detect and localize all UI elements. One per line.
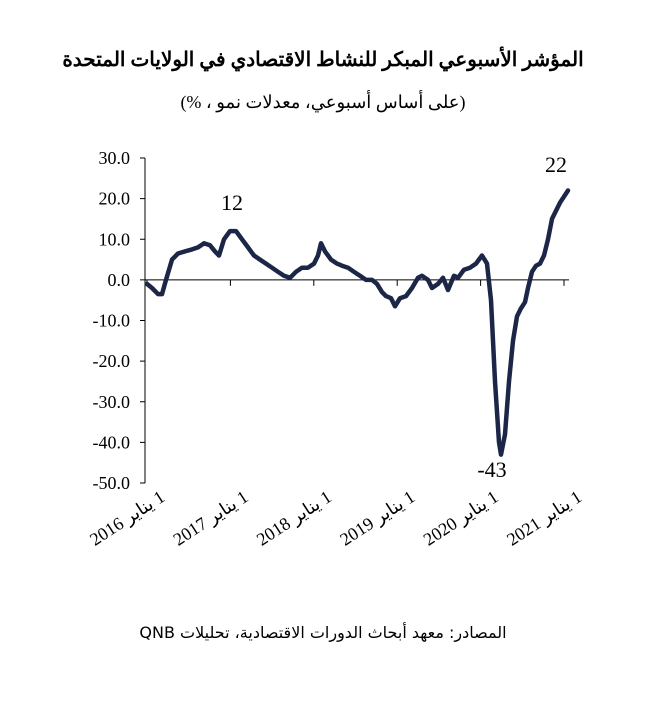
y-tick-label: 20.0 (99, 189, 131, 209)
x-tick-label: 1 يناير 2019 (336, 487, 419, 551)
y-tick-label: -50.0 (93, 473, 131, 493)
x-tick-label: 1 يناير 2020 (420, 487, 503, 551)
annotation: 22 (545, 152, 567, 177)
source-note: المصادر: معهد أبحاث الدورات الاقتصادية، … (139, 622, 506, 643)
x-tick-label: 1 يناير 2016 (86, 487, 169, 551)
annotation: 12 (221, 190, 243, 215)
y-tick-label: 10.0 (99, 229, 131, 249)
chart-title: المؤشر الأسبوعي المبكر للنشاط الاقتصادي … (62, 46, 583, 72)
x-tick-label: 1 يناير 2017 (170, 487, 253, 551)
x-tick-label: 1 يناير 2021 (503, 487, 586, 551)
y-tick-label: -10.0 (93, 311, 131, 331)
y-tick-label: 0.0 (108, 270, 131, 290)
chart-subtitle: (على أساس أسبوعي، معدلات نمو ، %) (180, 90, 465, 113)
y-tick-label: -40.0 (93, 432, 131, 452)
series-line (144, 188, 571, 457)
y-tick-label: -20.0 (93, 351, 131, 371)
annotation: -43 (477, 457, 506, 482)
x-tick-label: 1 يناير 2018 (253, 487, 336, 551)
y-tick-label: -30.0 (93, 392, 131, 412)
y-tick-label: 30.0 (99, 148, 131, 168)
